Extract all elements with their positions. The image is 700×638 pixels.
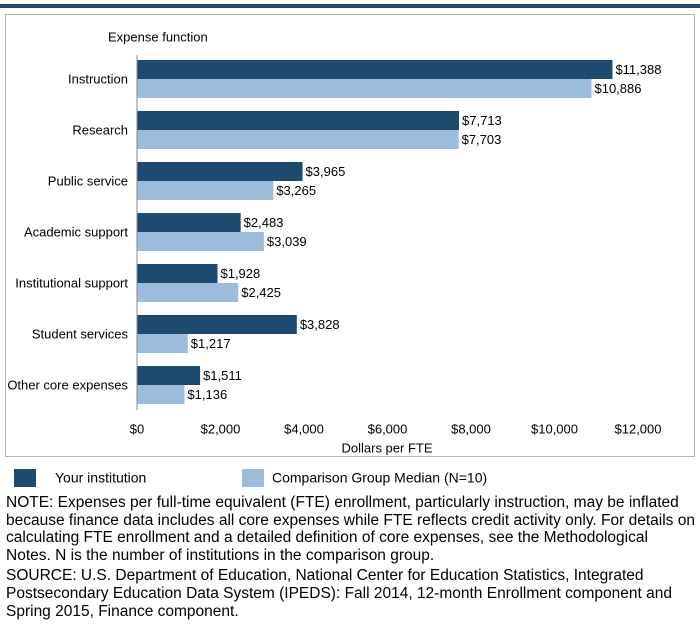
chart-frame <box>5 14 695 457</box>
bar <box>137 60 613 79</box>
category-label: Other core expenses <box>7 377 128 392</box>
value-label: $3,828 <box>300 317 340 332</box>
y-axis-title: Expense function <box>108 29 208 44</box>
value-label: $1,217 <box>191 336 231 351</box>
bar <box>137 79 592 98</box>
bar <box>137 264 218 283</box>
value-label: $11,388 <box>615 62 661 77</box>
value-label: $10,886 <box>594 81 641 96</box>
bar <box>137 385 185 404</box>
bar <box>137 366 201 385</box>
x-axis-title: Dollars per FTE <box>341 440 432 455</box>
note: SOURCE: U.S. Department of Education, Na… <box>6 567 672 620</box>
category-label: Public service <box>48 173 128 188</box>
bar <box>137 181 274 200</box>
notes: NOTE: Expenses per full-time equivalent … <box>6 494 696 623</box>
chart: Expense function Dollars per FTE $0 $2,00… <box>0 4 700 487</box>
legend-swatch <box>14 469 36 487</box>
value-label: $1,136 <box>187 387 227 402</box>
x-tick-label: $8,000 <box>451 421 491 436</box>
x-tick-label: $6,000 <box>368 421 408 436</box>
value-label: $1,511 <box>203 368 242 383</box>
value-label: $2,483 <box>244 215 284 230</box>
note: NOTE: Expenses per full-time equivalent … <box>6 494 695 564</box>
legend-label: Your institution <box>55 470 146 486</box>
value-label: $7,703 <box>462 132 502 147</box>
value-label: $7,713 <box>462 113 502 128</box>
x-tick-label: $10,000 <box>531 421 578 436</box>
bar <box>137 213 241 232</box>
value-label: $2,425 <box>241 285 281 300</box>
x-tick-label: $12,000 <box>615 421 662 436</box>
x-tick-label: $4,000 <box>284 421 324 436</box>
bar <box>137 111 460 130</box>
bar <box>137 232 264 251</box>
bar <box>137 162 303 181</box>
top-rule <box>0 4 700 8</box>
legend-label: Comparison Group Median (N=10) <box>272 470 487 486</box>
value-label: $3,265 <box>276 183 316 198</box>
category-label: Instruction <box>68 71 128 86</box>
category-label: Research <box>72 122 128 137</box>
category-label: Student services <box>32 326 129 341</box>
legend-swatch <box>242 469 264 487</box>
category-label: Institutional support <box>15 275 128 290</box>
x-tick-label: $2,000 <box>201 421 241 436</box>
x-tick-label: $0 <box>130 421 144 436</box>
value-label: $1,928 <box>220 266 260 281</box>
bar <box>137 334 188 353</box>
bar <box>137 130 459 149</box>
bar <box>137 315 297 334</box>
bar <box>137 283 239 302</box>
value-label: $3,039 <box>267 234 307 249</box>
category-label: Academic support <box>24 224 128 239</box>
value-label: $3,965 <box>306 164 346 179</box>
